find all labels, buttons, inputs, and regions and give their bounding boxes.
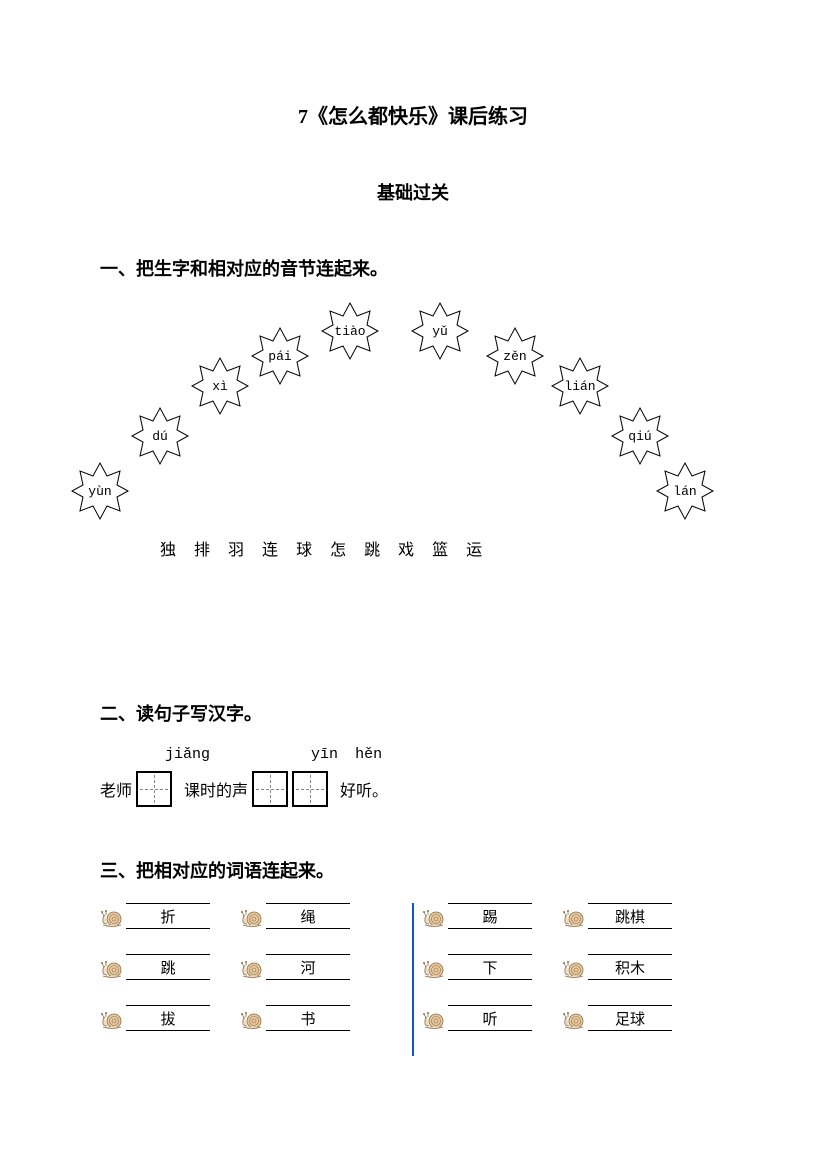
tianzige-box[interactable] bbox=[136, 771, 172, 807]
match-item: 下 bbox=[422, 954, 532, 980]
pinyin-star: zěn bbox=[485, 326, 545, 386]
match-word: 足球 bbox=[588, 1005, 672, 1031]
snail-icon bbox=[240, 1009, 264, 1031]
pinyin-1: jiǎng bbox=[165, 746, 210, 763]
column-divider bbox=[412, 903, 414, 1056]
pinyin-2: yīn bbox=[311, 746, 338, 763]
sentence-part-1: 老师 bbox=[100, 777, 132, 801]
sentence-row: 老师 课时的声 好听。 bbox=[100, 771, 726, 807]
character: 独 bbox=[160, 536, 176, 560]
character: 球 bbox=[296, 536, 312, 560]
section2-heading: 二、读句子写汉字。 bbox=[100, 700, 726, 726]
match-item: 跳棋 bbox=[562, 903, 672, 929]
snail-icon bbox=[240, 958, 264, 980]
character: 羽 bbox=[228, 536, 244, 560]
stars-container: yùn dú xì pái tiào yǔ zěn lián qiú lán bbox=[100, 301, 726, 531]
section1-heading: 一、把生字和相对应的音节连起来。 bbox=[100, 255, 726, 281]
character-row: 独排羽连球怎跳戏篮运 bbox=[160, 536, 726, 560]
pinyin-star: yùn bbox=[70, 461, 130, 521]
subtitle: 基础过关 bbox=[100, 179, 726, 205]
match-item: 河 bbox=[240, 954, 350, 980]
sentence-part-2: 课时的声 bbox=[184, 777, 248, 801]
match-word: 积木 bbox=[588, 954, 672, 980]
match-item: 跳 bbox=[100, 954, 210, 980]
match-row: 拔 书 bbox=[100, 1005, 404, 1031]
snail-icon bbox=[422, 907, 446, 929]
page-title: 7《怎么都快乐》课后练习 bbox=[100, 100, 726, 129]
pinyin-star: xì bbox=[190, 356, 250, 416]
pinyin-star: tiào bbox=[320, 301, 380, 361]
pinyin-star: yǔ bbox=[410, 301, 470, 361]
snail-icon bbox=[562, 907, 586, 929]
section2: 二、读句子写汉字。 jiǎng yīn hěn 老师 课时的声 好听。 bbox=[100, 700, 726, 807]
pinyin-star: dú bbox=[130, 406, 190, 466]
match-word: 拔 bbox=[126, 1005, 210, 1031]
pinyin-3: hěn bbox=[355, 746, 382, 763]
match-word: 跳 bbox=[126, 954, 210, 980]
match-word: 踢 bbox=[448, 903, 532, 929]
match-item: 足球 bbox=[562, 1005, 672, 1031]
section3-heading: 三、把相对应的词语连起来。 bbox=[100, 857, 726, 883]
snail-icon bbox=[562, 1009, 586, 1031]
match-right-column: 踢 跳棋 下 积木 听 bbox=[422, 903, 726, 1056]
match-item: 书 bbox=[240, 1005, 350, 1031]
snail-icon bbox=[100, 907, 124, 929]
match-word: 听 bbox=[448, 1005, 532, 1031]
match-row: 跳 河 bbox=[100, 954, 404, 980]
snail-icon bbox=[240, 907, 264, 929]
character: 篮 bbox=[432, 536, 448, 560]
character: 连 bbox=[262, 536, 278, 560]
match-grid: 折 绳 跳 河 拔 bbox=[100, 903, 726, 1056]
match-word: 折 bbox=[126, 903, 210, 929]
match-word: 书 bbox=[266, 1005, 350, 1031]
match-word: 下 bbox=[448, 954, 532, 980]
match-word: 河 bbox=[266, 954, 350, 980]
match-item: 积木 bbox=[562, 954, 672, 980]
character: 怎 bbox=[330, 536, 346, 560]
character: 戏 bbox=[398, 536, 414, 560]
match-word: 跳棋 bbox=[588, 903, 672, 929]
snail-icon bbox=[422, 1009, 446, 1031]
pinyin-star: qiú bbox=[610, 406, 670, 466]
match-item: 听 bbox=[422, 1005, 532, 1031]
snail-icon bbox=[100, 958, 124, 980]
pinyin-star: pái bbox=[250, 326, 310, 386]
match-item: 绳 bbox=[240, 903, 350, 929]
section3: 三、把相对应的词语连起来。 折 绳 跳 bbox=[100, 857, 726, 1056]
character: 运 bbox=[466, 536, 482, 560]
match-item: 拔 bbox=[100, 1005, 210, 1031]
match-left-column: 折 绳 跳 河 拔 bbox=[100, 903, 404, 1056]
section2-pinyin-row: jiǎng yīn hěn bbox=[100, 746, 726, 763]
snail-icon bbox=[422, 958, 446, 980]
character: 跳 bbox=[364, 536, 380, 560]
match-row: 听 足球 bbox=[422, 1005, 726, 1031]
pinyin-star: lán bbox=[655, 461, 715, 521]
snail-icon bbox=[100, 1009, 124, 1031]
pinyin-star: lián bbox=[550, 356, 610, 416]
sentence-part-3: 好听。 bbox=[340, 777, 388, 801]
snail-icon bbox=[562, 958, 586, 980]
match-item: 折 bbox=[100, 903, 210, 929]
match-row: 踢 跳棋 bbox=[422, 903, 726, 929]
match-item: 踢 bbox=[422, 903, 532, 929]
tianzige-box[interactable] bbox=[252, 771, 288, 807]
match-row: 下 积木 bbox=[422, 954, 726, 980]
match-word: 绳 bbox=[266, 903, 350, 929]
match-row: 折 绳 bbox=[100, 903, 404, 929]
tianzige-box[interactable] bbox=[292, 771, 328, 807]
character: 排 bbox=[194, 536, 210, 560]
